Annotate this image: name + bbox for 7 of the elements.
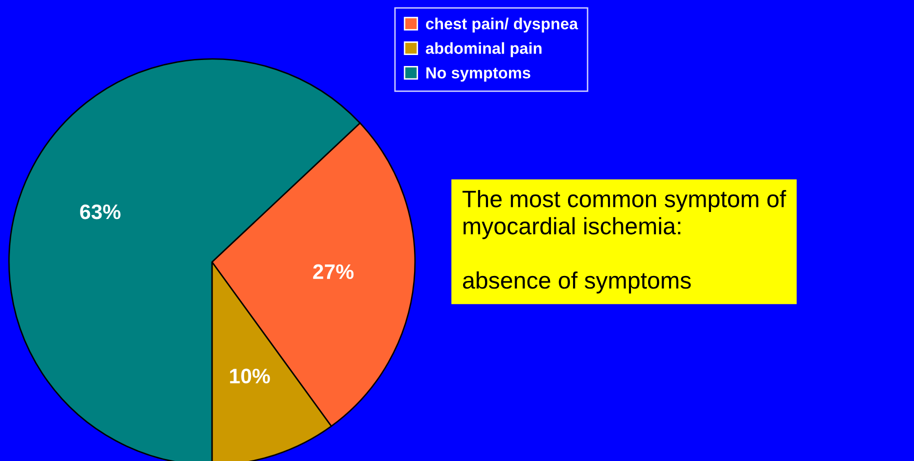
legend-label: chest pain/ dyspnea — [426, 18, 578, 33]
text: The most common symptom of myocardial ischemia: absence of symptoms — [462, 190, 786, 294]
data-label: 27% — [313, 264, 354, 280]
legend-label: No symptoms — [426, 67, 530, 82]
legend-label: abdominal pain — [426, 42, 542, 58]
data-label: 63% — [80, 204, 121, 220]
data-label: 10% — [230, 368, 270, 384]
